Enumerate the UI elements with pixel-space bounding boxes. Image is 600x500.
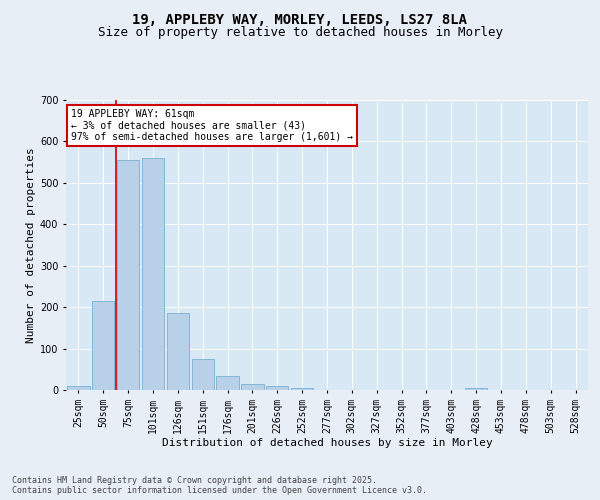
Bar [167, 314, 189, 390]
Bar [465, 388, 487, 390]
Bar [266, 386, 289, 390]
Y-axis label: Number of detached properties: Number of detached properties [26, 147, 35, 343]
Text: Contains public sector information licensed under the Open Government Licence v3: Contains public sector information licen… [12, 486, 427, 495]
Bar [241, 384, 263, 390]
Bar [142, 158, 164, 390]
Bar [217, 376, 239, 390]
Text: 19 APPLEBY WAY: 61sqm
← 3% of detached houses are smaller (43)
97% of semi-detac: 19 APPLEBY WAY: 61sqm ← 3% of detached h… [71, 108, 353, 142]
Bar [117, 160, 139, 390]
Bar [67, 386, 89, 390]
Text: 19, APPLEBY WAY, MORLEY, LEEDS, LS27 8LA: 19, APPLEBY WAY, MORLEY, LEEDS, LS27 8LA [133, 12, 467, 26]
Bar [191, 359, 214, 390]
Text: Contains HM Land Registry data © Crown copyright and database right 2025.: Contains HM Land Registry data © Crown c… [12, 476, 377, 485]
Bar [92, 301, 115, 390]
Bar [291, 388, 313, 390]
X-axis label: Distribution of detached houses by size in Morley: Distribution of detached houses by size … [161, 438, 493, 448]
Text: Size of property relative to detached houses in Morley: Size of property relative to detached ho… [97, 26, 503, 39]
